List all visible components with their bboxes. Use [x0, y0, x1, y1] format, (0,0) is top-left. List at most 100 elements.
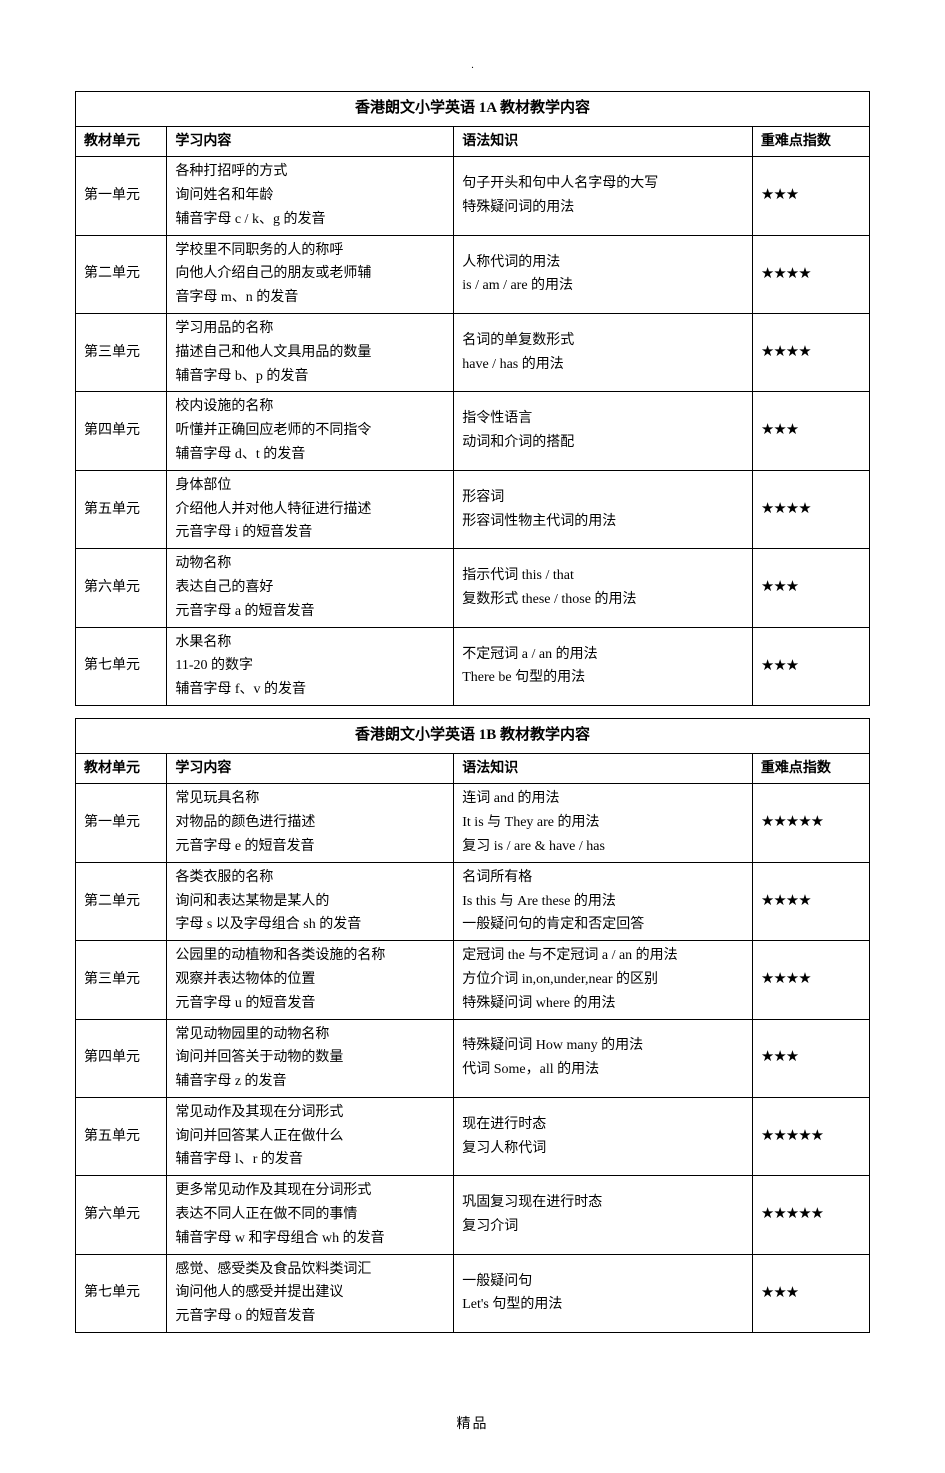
content-line: 辅音字母 d、t 的发音 — [175, 443, 445, 467]
difficulty-cell: ★★★★ — [752, 235, 869, 313]
grammar-line: 特殊疑问词 How many 的用法 — [462, 1034, 744, 1058]
content-cell: 校内设施的名称 听懂并正确回应老师的不同指令 辅音字母 d、t 的发音 — [167, 392, 454, 470]
content-line: 询问他人的感受并提出建议 — [175, 1281, 445, 1305]
header-difficulty: 重难点指数 — [752, 126, 869, 157]
table-row: 第一单元 常见玩具名称 对物品的颜色进行描述 元音字母 e 的短音发音 连词 a… — [76, 784, 870, 862]
grammar-line: 人称代词的用法 — [462, 251, 744, 275]
content-cell: 身体部位 介绍他人并对他人特征进行描述 元音字母 i 的短音发音 — [167, 470, 454, 548]
content-line: 动物名称 — [175, 552, 445, 576]
grammar-cell: 名词所有格 Is this 与 Are these 的用法 一般疑问句的肯定和否… — [454, 862, 753, 940]
difficulty-cell: ★★★★ — [752, 862, 869, 940]
content-line: 描述自己和他人文具用品的数量 — [175, 341, 445, 365]
content-line: 常见动物园里的动物名称 — [175, 1023, 445, 1047]
difficulty-cell: ★★★★★ — [752, 1176, 869, 1254]
table-1b-header-row: 教材单元 学习内容 语法知识 重难点指数 — [76, 753, 870, 784]
header-unit: 教材单元 — [76, 753, 167, 784]
grammar-line: Let's 句型的用法 — [462, 1293, 744, 1317]
grammar-line: 形容词 — [462, 486, 744, 510]
difficulty-cell: ★★★★ — [752, 470, 869, 548]
unit-cell: 第五单元 — [76, 470, 167, 548]
content-cell: 更多常见动作及其现在分词形式 表达不同人正在做不同的事情 辅音字母 w 和字母组… — [167, 1176, 454, 1254]
grammar-cell: 定冠词 the 与不定冠词 a / an 的用法 方位介词 in,on,unde… — [454, 941, 753, 1019]
grammar-line: 一般疑问句的肯定和否定回答 — [462, 913, 744, 937]
difficulty-cell: ★★★ — [752, 549, 869, 627]
content-line: 辅音字母 z 的发音 — [175, 1070, 445, 1094]
content-line: 辅音字母 w 和字母组合 wh 的发音 — [175, 1227, 445, 1251]
page-dot-marker: . — [75, 60, 870, 71]
grammar-cell: 句子开头和句中人名字母的大写 特殊疑问词的用法 — [454, 157, 753, 235]
header-unit: 教材单元 — [76, 126, 167, 157]
grammar-line: 复习 is / are & have / has — [462, 835, 744, 859]
grammar-line: 指示代词 this / that — [462, 564, 744, 588]
content-line: 观察并表达物体的位置 — [175, 968, 445, 992]
table-row: 第四单元 校内设施的名称 听懂并正确回应老师的不同指令 辅音字母 d、t 的发音… — [76, 392, 870, 470]
page-footer: 精品 — [75, 1413, 870, 1433]
table-row: 第六单元 动物名称 表达自己的喜好 元音字母 a 的短音发音 指示代词 this… — [76, 549, 870, 627]
grammar-cell: 连词 and 的用法 It is 与 They are 的用法 复习 is / … — [454, 784, 753, 862]
content-line: 询问并回答关于动物的数量 — [175, 1046, 445, 1070]
difficulty-cell: ★★★ — [752, 627, 869, 705]
grammar-line: 特殊疑问词的用法 — [462, 196, 744, 220]
grammar-line: 代词 Some，all 的用法 — [462, 1058, 744, 1082]
difficulty-cell: ★★★★★ — [752, 1097, 869, 1175]
content-line: 元音字母 u 的短音发音 — [175, 992, 445, 1016]
grammar-line: have / has 的用法 — [462, 353, 744, 377]
table-1a: 香港朗文小学英语 1A 教材教学内容 教材单元 学习内容 语法知识 重难点指数 … — [75, 91, 870, 706]
content-cell: 水果名称 11-20 的数字 辅音字母 f、v 的发音 — [167, 627, 454, 705]
difficulty-cell: ★★★ — [752, 1254, 869, 1332]
grammar-cell: 现在进行时态 复习人称代词 — [454, 1097, 753, 1175]
content-line: 向他人介绍自己的朋友或老师辅 — [175, 262, 445, 286]
unit-cell: 第六单元 — [76, 1176, 167, 1254]
content-line: 辅音字母 b、p 的发音 — [175, 365, 445, 389]
grammar-line: 名词所有格 — [462, 866, 744, 890]
grammar-line: 方位介词 in,on,under,near 的区别 — [462, 968, 744, 992]
unit-cell: 第二单元 — [76, 235, 167, 313]
content-line: 辅音字母 l、r 的发音 — [175, 1148, 445, 1172]
grammar-cell: 形容词 形容词性物主代词的用法 — [454, 470, 753, 548]
grammar-line: is / am / are 的用法 — [462, 274, 744, 298]
grammar-line: It is 与 They are 的用法 — [462, 811, 744, 835]
content-line: 询问和表达某物是某人的 — [175, 890, 445, 914]
unit-cell: 第五单元 — [76, 1097, 167, 1175]
unit-cell: 第七单元 — [76, 1254, 167, 1332]
table-1b: 香港朗文小学英语 1B 教材教学内容 教材单元 学习内容 语法知识 重难点指数 … — [75, 718, 870, 1333]
grammar-cell: 一般疑问句 Let's 句型的用法 — [454, 1254, 753, 1332]
content-line: 校内设施的名称 — [175, 395, 445, 419]
grammar-line: 不定冠词 a / an 的用法 — [462, 643, 744, 667]
difficulty-cell: ★★★ — [752, 1019, 869, 1097]
grammar-cell: 不定冠词 a / an 的用法 There be 句型的用法 — [454, 627, 753, 705]
content-line: 元音字母 a 的短音发音 — [175, 600, 445, 624]
grammar-line: 特殊疑问词 where 的用法 — [462, 992, 744, 1016]
unit-cell: 第一单元 — [76, 784, 167, 862]
table-row: 第七单元 水果名称 11-20 的数字 辅音字母 f、v 的发音 不定冠词 a … — [76, 627, 870, 705]
table-row: 第一单元 各种打招呼的方式 询问姓名和年龄 辅音字母 c / k、g 的发音 句… — [76, 157, 870, 235]
header-content: 学习内容 — [167, 753, 454, 784]
content-line: 水果名称 — [175, 631, 445, 655]
content-cell: 学习用品的名称 描述自己和他人文具用品的数量 辅音字母 b、p 的发音 — [167, 314, 454, 392]
grammar-line: There be 句型的用法 — [462, 666, 744, 690]
difficulty-cell: ★★★★ — [752, 941, 869, 1019]
grammar-cell: 人称代词的用法 is / am / are 的用法 — [454, 235, 753, 313]
content-line: 表达不同人正在做不同的事情 — [175, 1203, 445, 1227]
grammar-line: Is this 与 Are these 的用法 — [462, 890, 744, 914]
header-difficulty: 重难点指数 — [752, 753, 869, 784]
content-line: 介绍他人并对他人特征进行描述 — [175, 498, 445, 522]
content-line: 字母 s 以及字母组合 sh 的发音 — [175, 913, 445, 937]
content-line: 更多常见动作及其现在分词形式 — [175, 1179, 445, 1203]
content-line: 常见玩具名称 — [175, 787, 445, 811]
table-1a-title: 香港朗文小学英语 1A 教材教学内容 — [76, 92, 870, 127]
header-content: 学习内容 — [167, 126, 454, 157]
grammar-cell: 特殊疑问词 How many 的用法 代词 Some，all 的用法 — [454, 1019, 753, 1097]
grammar-line: 名词的单复数形式 — [462, 329, 744, 353]
grammar-line: 形容词性物主代词的用法 — [462, 510, 744, 534]
content-line: 公园里的动植物和各类设施的名称 — [175, 944, 445, 968]
grammar-line: 指令性语言 — [462, 407, 744, 431]
content-line: 常见动作及其现在分词形式 — [175, 1101, 445, 1125]
unit-cell: 第四单元 — [76, 1019, 167, 1097]
grammar-line: 连词 and 的用法 — [462, 787, 744, 811]
grammar-cell: 巩固复习现在进行时态 复习介词 — [454, 1176, 753, 1254]
difficulty-cell: ★★★★★ — [752, 784, 869, 862]
content-cell: 各类衣服的名称 询问和表达某物是某人的 字母 s 以及字母组合 sh 的发音 — [167, 862, 454, 940]
content-line: 各类衣服的名称 — [175, 866, 445, 890]
grammar-line: 一般疑问句 — [462, 1270, 744, 1294]
